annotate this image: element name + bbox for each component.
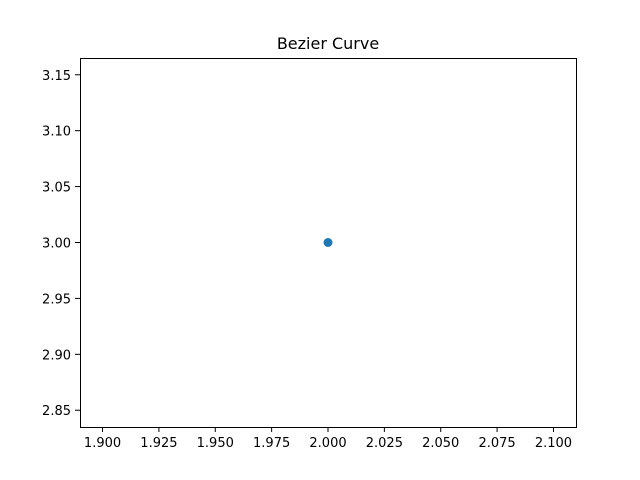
x-axis: 1.900 1.925 1.950 1.975 2.000 2.025 2.050 2.075… <box>84 427 572 451</box>
chart-title: Bezier Curve <box>277 34 379 53</box>
plot-frame <box>80 58 577 428</box>
y-tick-label: 2.95 <box>42 292 71 307</box>
y-tick-label: 3.00 <box>42 237 71 252</box>
y-tick-label: 3.15 <box>42 69 71 84</box>
data-points <box>323 238 333 247</box>
x-tick-label: 2.050 <box>422 436 459 451</box>
y-tick-label: 2.85 <box>42 404 71 419</box>
x-tick-label: 2.075 <box>478 436 515 451</box>
y-tick-label: 3.10 <box>42 125 71 140</box>
x-tick-label: 2.000 <box>309 436 346 451</box>
data-point <box>323 238 333 247</box>
x-tick-label: 1.950 <box>197 436 234 451</box>
y-axis: 2.85 2.90 2.95 3.00 3.05 3.10 3.15 <box>42 69 80 419</box>
x-tick-label: 1.975 <box>253 436 290 451</box>
x-tick-label: 1.925 <box>140 436 177 451</box>
x-tick-label: 1.900 <box>84 436 121 451</box>
x-tick-label: 2.100 <box>535 436 572 451</box>
x-tick-label: 2.025 <box>366 436 403 451</box>
y-tick-label: 2.90 <box>42 348 71 363</box>
y-tick-label: 3.05 <box>42 181 71 196</box>
